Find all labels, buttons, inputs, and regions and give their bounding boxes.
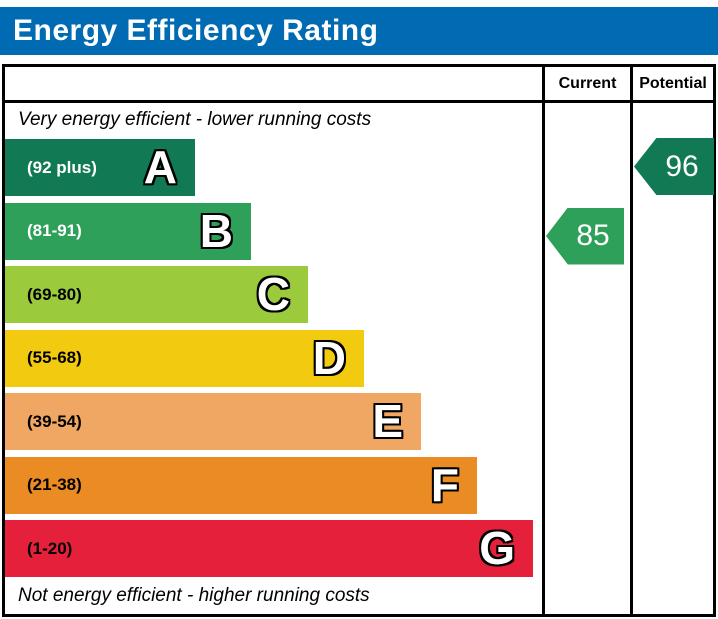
band-letter: G xyxy=(479,522,515,574)
band-range-label: (81-91) xyxy=(27,221,82,240)
band-row: (1-20) G xyxy=(5,520,533,577)
page-title: Energy Efficiency Rating xyxy=(13,14,379,47)
band-row: (39-54) E xyxy=(5,393,421,450)
band-letter: D xyxy=(312,331,346,384)
band-row: (55-68) D xyxy=(5,329,364,387)
band-letter: F xyxy=(430,458,459,511)
band-letter: E xyxy=(372,395,403,447)
band-row: (21-38) F xyxy=(5,456,477,514)
column-header-current: Current xyxy=(558,75,617,92)
column-header-potential: Potential xyxy=(639,75,707,92)
band-row: (92 plus) A xyxy=(5,139,195,196)
title-bar: Energy Efficiency Rating xyxy=(0,7,718,55)
header-row-divider xyxy=(2,100,716,103)
band-row: (69-80) C xyxy=(5,266,308,323)
band-range-label: (69-80) xyxy=(27,284,82,304)
band-range-label: (1-20) xyxy=(27,538,73,558)
band-range-label: (55-68) xyxy=(27,348,82,367)
bottom-note: Not energy efficient - higher running co… xyxy=(18,585,370,606)
current-column-divider xyxy=(542,64,545,617)
potential-rating-value: 96 xyxy=(665,149,699,183)
band-letter: A xyxy=(143,141,177,193)
band-range-label: (21-38) xyxy=(27,475,82,494)
band-range-label: (39-54) xyxy=(27,411,82,431)
band-letter: C xyxy=(256,268,290,320)
potential-column-divider xyxy=(630,64,633,617)
band-row: (81-91) B xyxy=(5,202,251,260)
top-note: Very energy efficient - lower running co… xyxy=(18,109,372,130)
band-letter: B xyxy=(199,204,233,257)
band-range-label: (92 plus) xyxy=(27,157,97,177)
current-rating-value: 85 xyxy=(576,219,610,252)
